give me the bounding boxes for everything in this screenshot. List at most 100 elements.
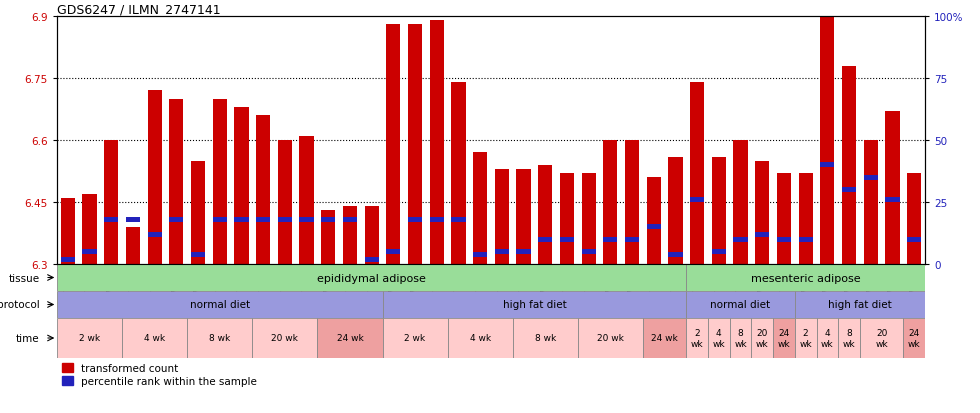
Bar	[863, 141, 878, 264]
Bar	[708, 318, 730, 358]
Bar	[842, 188, 857, 192]
Bar	[148, 91, 162, 264]
Bar	[170, 100, 183, 264]
Text: 8
wk: 8 wk	[734, 328, 747, 348]
Bar	[452, 83, 466, 264]
Bar	[795, 291, 925, 318]
Bar	[170, 217, 183, 222]
Text: 24 wk: 24 wk	[336, 334, 364, 343]
Bar	[277, 141, 292, 264]
Bar	[187, 318, 252, 358]
Text: tissue: tissue	[9, 273, 39, 283]
Bar	[647, 178, 661, 264]
Bar	[429, 21, 444, 264]
Bar	[604, 237, 617, 242]
Bar	[756, 161, 769, 264]
Text: 20
wk: 20 wk	[756, 328, 768, 348]
Bar	[838, 318, 859, 358]
Text: 2
wk: 2 wk	[691, 328, 704, 348]
Text: 4
wk: 4 wk	[712, 328, 725, 348]
Bar	[191, 252, 205, 257]
Bar	[799, 237, 812, 242]
Bar	[82, 249, 97, 254]
Bar	[386, 249, 401, 254]
Bar	[408, 217, 422, 222]
Bar	[495, 249, 509, 254]
Text: 24
wk: 24 wk	[907, 328, 920, 348]
Bar	[686, 264, 925, 291]
Bar	[513, 318, 578, 358]
Bar	[863, 175, 878, 180]
Legend: transformed count, percentile rank within the sample: transformed count, percentile rank withi…	[62, 363, 257, 387]
Bar	[686, 291, 795, 318]
Bar	[125, 217, 140, 222]
Bar	[816, 318, 838, 358]
Bar	[907, 173, 921, 264]
Bar	[57, 318, 123, 358]
Text: 20
wk: 20 wk	[875, 328, 888, 348]
Bar	[733, 141, 748, 264]
Bar	[300, 137, 314, 264]
Text: epididymal adipose: epididymal adipose	[318, 273, 426, 283]
Bar	[777, 237, 791, 242]
Bar	[234, 217, 249, 222]
Bar	[277, 217, 292, 222]
Bar	[581, 249, 596, 254]
Bar	[799, 173, 812, 264]
Bar	[647, 225, 661, 230]
Bar	[668, 157, 682, 264]
Text: 8 wk: 8 wk	[209, 334, 230, 343]
Bar	[321, 211, 335, 264]
Bar	[560, 237, 574, 242]
Bar	[448, 318, 513, 358]
Bar	[711, 249, 726, 254]
Bar	[104, 141, 119, 264]
Bar	[581, 173, 596, 264]
Text: 20 wk: 20 wk	[271, 334, 298, 343]
Bar	[690, 83, 705, 264]
Bar	[777, 173, 791, 264]
Text: 4
wk: 4 wk	[821, 328, 834, 348]
Text: GDS6247 / ILMN_2747141: GDS6247 / ILMN_2747141	[57, 3, 220, 16]
Bar	[516, 249, 530, 254]
Bar	[625, 141, 639, 264]
Bar	[57, 291, 382, 318]
Bar	[820, 163, 834, 168]
Bar	[318, 318, 382, 358]
Bar	[256, 116, 270, 264]
Bar	[343, 217, 357, 222]
Bar	[690, 197, 705, 202]
Bar	[382, 318, 448, 358]
Bar	[61, 198, 74, 264]
Bar	[213, 217, 226, 222]
Text: normal diet: normal diet	[190, 300, 250, 310]
Bar	[795, 318, 816, 358]
Bar	[452, 217, 466, 222]
Bar	[191, 161, 205, 264]
Bar	[643, 318, 686, 358]
Text: 2 wk: 2 wk	[405, 334, 425, 343]
Bar	[386, 25, 401, 264]
Bar	[516, 169, 530, 264]
Bar	[61, 257, 74, 262]
Text: 24
wk: 24 wk	[778, 328, 790, 348]
Bar	[538, 165, 553, 264]
Bar	[668, 252, 682, 257]
Bar	[252, 318, 318, 358]
Bar	[733, 237, 748, 242]
Bar	[578, 318, 643, 358]
Text: protocol: protocol	[0, 300, 39, 310]
Bar	[625, 237, 639, 242]
Text: normal diet: normal diet	[710, 300, 770, 310]
Text: high fat diet: high fat diet	[828, 300, 892, 310]
Text: time: time	[16, 333, 39, 343]
Bar	[213, 100, 226, 264]
Bar	[57, 264, 686, 291]
Text: 2 wk: 2 wk	[79, 334, 100, 343]
Bar	[604, 141, 617, 264]
Text: 24 wk: 24 wk	[652, 334, 678, 343]
Bar	[365, 206, 378, 264]
Bar	[859, 318, 904, 358]
Bar	[495, 169, 509, 264]
Bar	[473, 153, 487, 264]
